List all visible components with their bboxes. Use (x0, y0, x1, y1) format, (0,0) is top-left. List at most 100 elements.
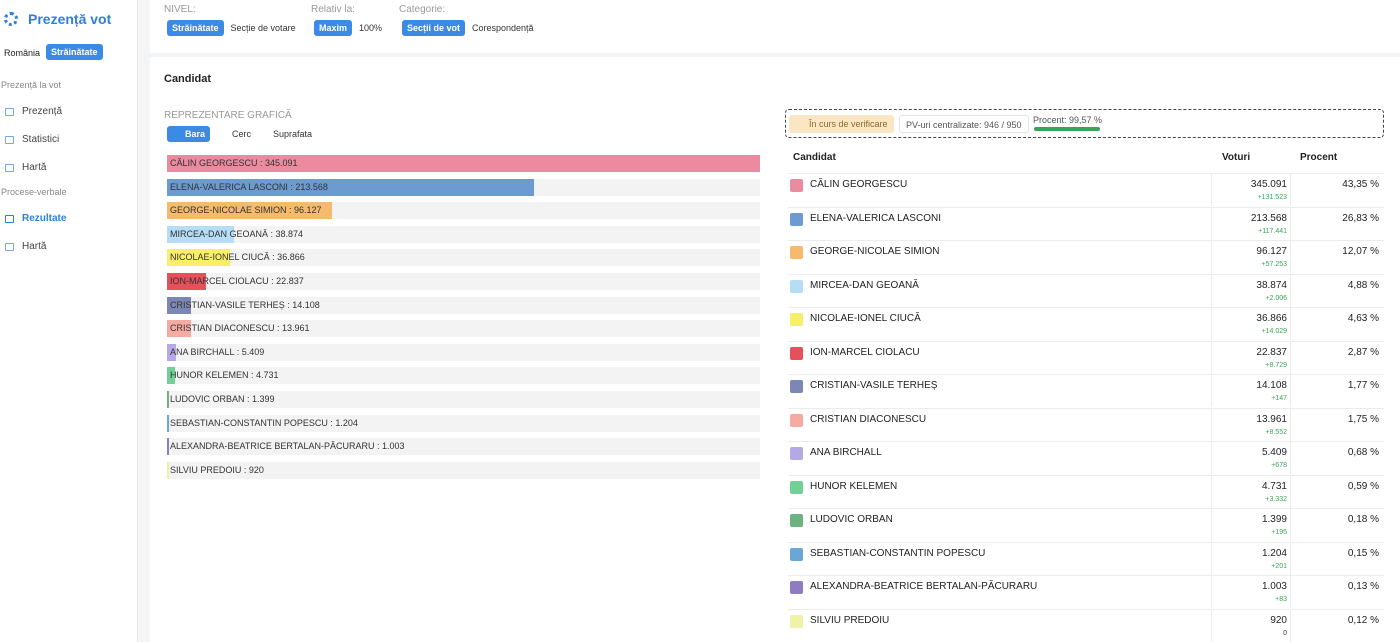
votes-delta: +83 (1275, 596, 1287, 603)
percent: 1,77 % (1347, 380, 1379, 391)
bar-track (167, 273, 760, 290)
votes: 36.866 (1256, 313, 1287, 324)
votes: 920 (1270, 614, 1287, 626)
nav-item[interactable]: Rezultate (22, 213, 67, 224)
color-swatch (790, 212, 803, 226)
bar-label: ION-MARCEL CIOLACU : 22.837 (170, 276, 304, 286)
color-swatch (790, 179, 803, 192)
cell-divider (1290, 608, 1291, 642)
percent: 0,18 % (1347, 514, 1379, 525)
nav-item[interactable]: Prezență (22, 106, 63, 117)
nav-item[interactable]: Hartă (22, 162, 47, 173)
tab[interactable]: România (4, 48, 41, 58)
bar (167, 225, 234, 243)
percent: 26,83 % (1342, 212, 1379, 224)
filter-option-active[interactable]: Maxim (314, 20, 353, 36)
votes-delta: +678 (1271, 462, 1287, 469)
nav-item[interactable]: Statistici (22, 134, 60, 145)
filter-option[interactable]: Corespondență (472, 23, 534, 33)
bar-label: ANA BIRCHALL : 5.409 (170, 346, 265, 357)
color-swatch (790, 246, 803, 259)
percent: 12,07 % (1342, 246, 1379, 257)
candidate-name: ION-MARCEL CIOLACU (810, 346, 920, 358)
color-swatch (790, 279, 803, 293)
bar-track (167, 249, 760, 267)
chart-tab-active[interactable]: Bara (167, 126, 211, 142)
bar-track (167, 461, 760, 479)
candidate-name: NICOLAE-IONEL CIUCĂ (810, 313, 921, 324)
percent: 4,88 % (1347, 279, 1379, 291)
candidate-name: CRISTIAN DIACONESCU (810, 413, 927, 425)
bar-label: HUNOR KELEMEN : 4.731 (170, 370, 279, 381)
bar (167, 273, 207, 290)
bar (167, 343, 177, 361)
cell-divider (1211, 206, 1212, 240)
filter-option-active[interactable]: Străinătate (167, 20, 224, 36)
chart-tab[interactable]: Suprafata (273, 129, 313, 139)
color-swatch (790, 380, 803, 393)
votes: 345.091 (1250, 179, 1287, 190)
cell-divider (1211, 240, 1212, 273)
row-divider (788, 608, 1384, 610)
row-divider (788, 206, 1384, 208)
status-badge: În curs de verificare (789, 115, 894, 133)
votes: 1.399 (1261, 514, 1287, 525)
row-divider (788, 407, 1384, 409)
cell-divider (1290, 575, 1291, 608)
bar (167, 249, 231, 267)
bar-label: ALEXANDRA-BEATRICE BERTALAN-PĂCURARU : 1… (170, 441, 405, 452)
row-divider (788, 474, 1384, 476)
cell-divider (1290, 407, 1291, 441)
cell-divider (1290, 340, 1291, 374)
color-swatch (790, 313, 803, 326)
candidate-name: SEBASTIAN-CONSTANTIN POPESCU (810, 547, 986, 559)
status-box (785, 109, 1384, 138)
cell-divider (1290, 273, 1291, 307)
nav-item[interactable]: Hartă (22, 241, 47, 252)
candidate-name: HUNOR KELEMEN (810, 480, 898, 492)
row-divider (788, 173, 1384, 174)
votes-delta: +147 (1271, 395, 1287, 402)
bar-track (167, 414, 760, 432)
bar (167, 367, 176, 385)
cell-divider (1290, 206, 1291, 240)
chart-heading: REPREZENTARE GRAFICĂ (164, 110, 292, 121)
tab-active[interactable]: Străinătate (46, 44, 103, 60)
filter-option[interactable]: Secție de votare (230, 23, 296, 33)
votes: 1.003 (1261, 581, 1287, 592)
cell-divider (1211, 273, 1212, 307)
filter-bar (150, 0, 1400, 53)
cell-divider (1211, 474, 1212, 508)
cell-divider (1290, 441, 1291, 474)
percent: 2,87 % (1347, 346, 1379, 358)
chart-tab[interactable]: Cerc (232, 129, 252, 139)
progress-bar (1034, 127, 1100, 131)
filter-option[interactable]: 100% (359, 23, 383, 33)
cell-divider (1211, 441, 1212, 474)
votes-delta: +117.441 (1258, 227, 1287, 235)
votes: 1.204 (1261, 547, 1287, 559)
percent: 0,15 % (1347, 547, 1379, 559)
row-divider (788, 240, 1384, 241)
bar (167, 438, 169, 456)
cell-divider (1211, 541, 1212, 575)
cell-divider (1290, 173, 1291, 206)
cell-divider (1290, 541, 1291, 575)
section-title: Candidat (164, 73, 212, 85)
cell-divider (1211, 407, 1212, 441)
nav-icon (5, 243, 14, 251)
cell-divider (1211, 340, 1212, 374)
row-divider (788, 441, 1384, 442)
cell-divider (1290, 307, 1291, 340)
filter-option-active[interactable]: Secții de vot (402, 20, 466, 36)
nav-icon (5, 215, 14, 223)
bar-label: SEBASTIAN-CONSTANTIN POPESCU : 1.204 (170, 417, 358, 428)
votes: 4.731 (1261, 480, 1287, 492)
votes-delta: 0 (1283, 629, 1287, 637)
filter-label: Categorie: (399, 4, 446, 15)
bar-label: NICOLAE-IONEL CIUCĂ : 36.866 (170, 252, 305, 263)
nav-icon (5, 164, 14, 172)
sidebar (0, 0, 138, 642)
cell-divider (1290, 240, 1291, 273)
nav-icon (5, 136, 14, 144)
